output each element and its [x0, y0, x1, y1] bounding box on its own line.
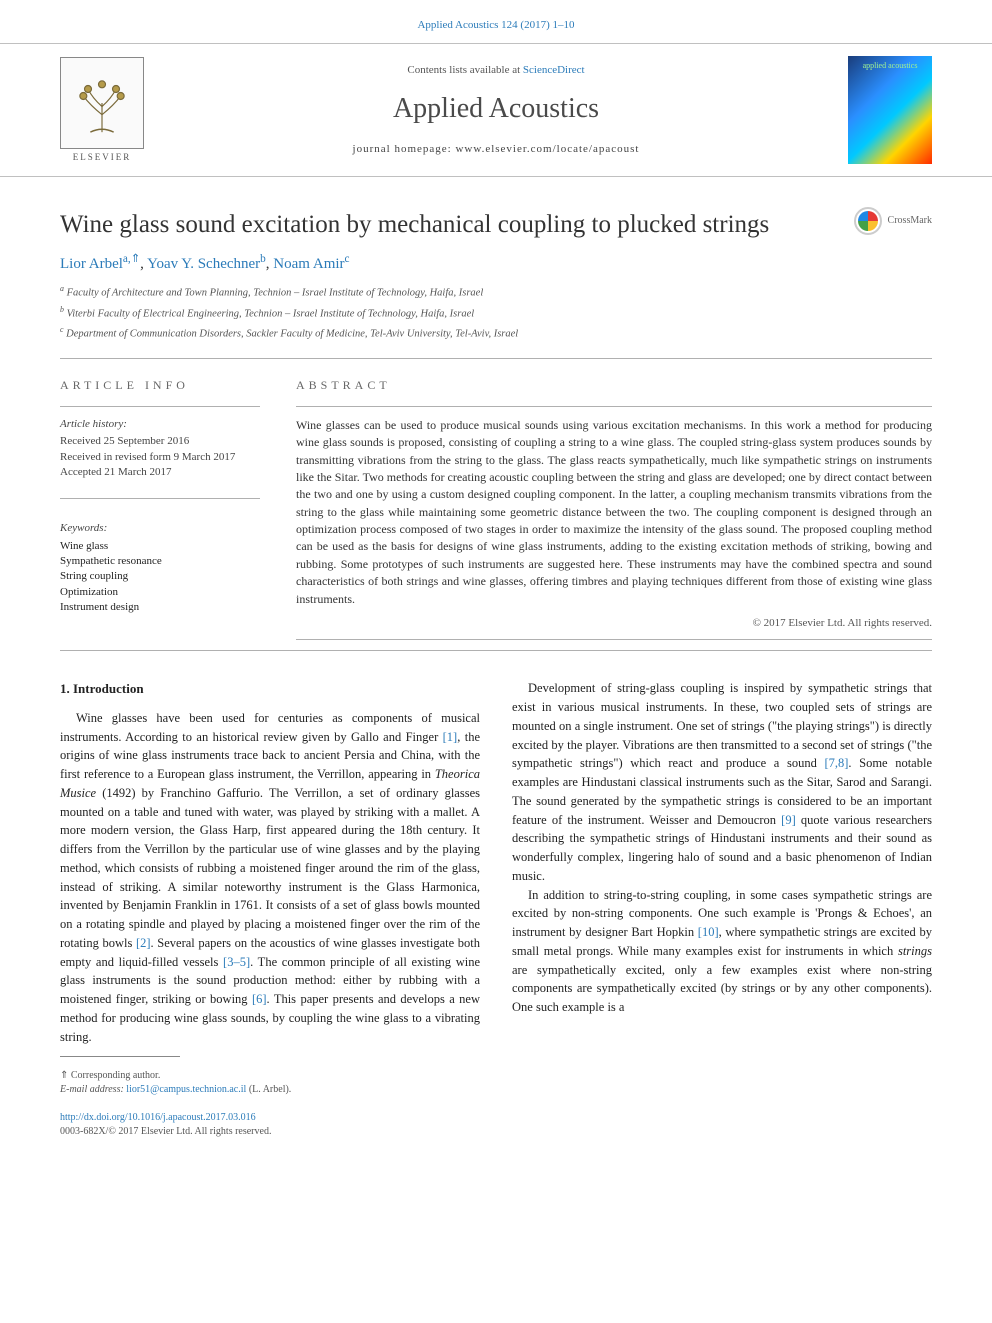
- issn-copyright: 0003-682X/© 2017 Elsevier Ltd. All right…: [60, 1126, 271, 1137]
- article-info-column: ARTICLE INFO Article history: Received 2…: [60, 377, 260, 640]
- abstract-divider-2: [296, 639, 932, 640]
- author-1-aff[interactable]: a,: [123, 253, 131, 265]
- email-line: E-mail address: lior51@campus.technion.a…: [60, 1083, 932, 1097]
- banner-center: Contents lists available at ScienceDirec…: [144, 63, 848, 157]
- ref-link[interactable]: [1]: [443, 730, 458, 744]
- body-paragraph: In addition to string-to-string coupling…: [512, 886, 932, 1017]
- doi-block: http://dx.doi.org/10.1016/j.apacoust.201…: [0, 1103, 992, 1159]
- keyword: Instrument design: [60, 600, 260, 615]
- keyword: Wine glass: [60, 539, 260, 554]
- ref-link[interactable]: [3–5]: [223, 955, 250, 969]
- journal-banner: ELSEVIER Contents lists available at Sci…: [0, 43, 992, 177]
- elsevier-label: ELSEVIER: [60, 151, 144, 164]
- info-divider: [60, 406, 260, 407]
- history-received: Received 25 September 2016: [60, 434, 260, 449]
- abstract-column: ABSTRACT Wine glasses can be used to pro…: [296, 377, 932, 640]
- ref-link[interactable]: [10]: [698, 925, 719, 939]
- elsevier-tree-icon: [60, 57, 144, 149]
- author-1[interactable]: Lior Arbel: [60, 256, 123, 272]
- author-3[interactable]: Noam Amir: [273, 256, 344, 272]
- author-list: Lior Arbela,⇑, Yoav Y. Schechnerb, Noam …: [0, 242, 992, 283]
- article-title: Wine glass sound excitation by mechanica…: [60, 207, 854, 242]
- journal-thumb-label: applied acoustics: [863, 62, 918, 71]
- journal-name: Applied Acoustics: [144, 89, 848, 128]
- ref-link[interactable]: [2]: [136, 936, 151, 950]
- author-3-aff[interactable]: c: [345, 253, 350, 265]
- ref-link[interactable]: [7,8]: [824, 756, 848, 770]
- contents-prefix: Contents lists available at: [407, 64, 522, 76]
- contents-line: Contents lists available at ScienceDirec…: [144, 63, 848, 78]
- journal-issue-ref: Applied Acoustics 124 (2017) 1–10: [0, 0, 992, 43]
- keywords-label: Keywords:: [60, 521, 260, 536]
- crossmark-icon: [854, 207, 882, 235]
- corresponding-star-icon: ⇑: [131, 253, 140, 265]
- footnote-block: ⇑ Corresponding author. E-mail address: …: [0, 1061, 992, 1103]
- body-paragraph: Development of string-glass coupling is …: [512, 679, 932, 885]
- abstract-copyright: © 2017 Elsevier Ltd. All rights reserved…: [296, 616, 932, 631]
- doi-link[interactable]: http://dx.doi.org/10.1016/j.apacoust.201…: [60, 1112, 256, 1123]
- affiliation-list: a Faculty of Architecture and Town Plann…: [0, 283, 992, 358]
- abstract-divider: [296, 406, 932, 407]
- author-email-link[interactable]: lior51@campus.technion.ac.il: [126, 1084, 246, 1095]
- history-accepted: Accepted 21 March 2017: [60, 465, 260, 480]
- author-2[interactable]: Yoav Y. Schechner: [147, 256, 260, 272]
- issue-link[interactable]: Applied Acoustics 124 (2017) 1–10: [417, 19, 574, 31]
- affiliation-a: a Faculty of Architecture and Town Plann…: [60, 283, 932, 301]
- section-heading: 1. Introduction: [60, 679, 480, 699]
- article-info-heading: ARTICLE INFO: [60, 377, 260, 394]
- journal-homepage: journal homepage: www.elsevier.com/locat…: [144, 142, 848, 157]
- crossmark-widget[interactable]: CrossMark: [854, 207, 932, 235]
- article-body: 1. Introduction Wine glasses have been u…: [0, 651, 992, 1056]
- author-2-aff[interactable]: b: [260, 253, 266, 265]
- elsevier-logo-block: ELSEVIER: [60, 57, 144, 164]
- info-divider-2: [60, 498, 260, 499]
- history-label: Article history:: [60, 417, 260, 432]
- keyword: Optimization: [60, 585, 260, 600]
- ref-link[interactable]: [9]: [781, 813, 796, 827]
- italic-word: strings: [898, 944, 932, 958]
- journal-cover-thumb: applied acoustics: [848, 56, 932, 164]
- keyword: Sympathetic resonance: [60, 554, 260, 569]
- history-revised: Received in revised form 9 March 2017: [60, 450, 260, 465]
- abstract-text: Wine glasses can be used to produce musi…: [296, 417, 932, 608]
- affiliation-c: c Department of Communication Disorders,…: [60, 324, 932, 342]
- keyword: String coupling: [60, 569, 260, 584]
- body-paragraph: Wine glasses have been used for centurie…: [60, 709, 480, 1047]
- sciencedirect-link[interactable]: ScienceDirect: [523, 64, 585, 76]
- corresponding-author-note: ⇑ Corresponding author.: [60, 1069, 932, 1083]
- ref-link[interactable]: [6]: [252, 992, 267, 1006]
- footnote-divider: [60, 1056, 180, 1057]
- crossmark-label: CrossMark: [888, 214, 932, 228]
- affiliation-b: b Viterbi Faculty of Electrical Engineer…: [60, 304, 932, 322]
- abstract-heading: ABSTRACT: [296, 377, 932, 394]
